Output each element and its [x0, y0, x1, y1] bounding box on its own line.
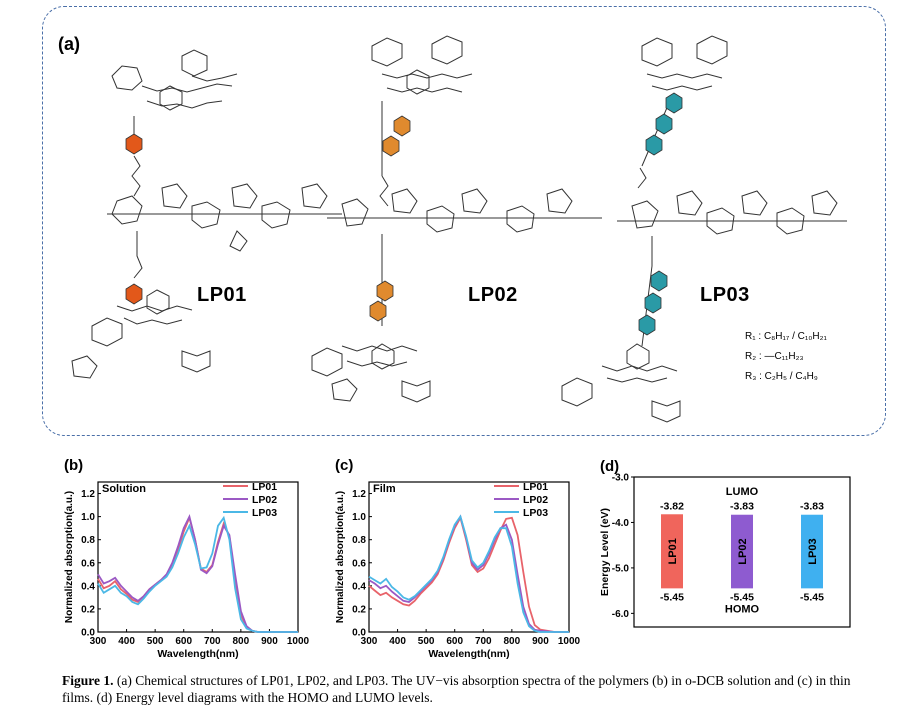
r1-row: R₁ : C₈H₁₇ / C₁₀H₂₁: [745, 331, 827, 342]
x-tick-label: 400: [389, 636, 406, 647]
label-lp03: LP03: [700, 284, 750, 306]
y-tick-label: 0.4: [81, 581, 95, 592]
lumo-value-lp03: -3.83: [800, 501, 824, 513]
figure-caption: Figure 1. (a) Chemical structures of LP0…: [62, 672, 862, 706]
y-tick-label: 0.8: [81, 535, 95, 546]
y-tick-label: -4.0: [612, 518, 630, 529]
legend-label-lp02: LP02: [523, 494, 548, 506]
label-lp02: LP02: [468, 284, 518, 306]
x-tick-label: 800: [233, 636, 250, 647]
y-tick-label: 0.6: [352, 558, 366, 569]
legend-label-lp02: LP02: [252, 494, 277, 506]
legend-label-lp01: LP01: [523, 481, 548, 493]
lp01-structure: [71, 49, 342, 379]
x-tick-label: 400: [118, 636, 135, 647]
series-line-lp01: [368, 515, 569, 633]
r2-row: R₂ : —C₁₁H₂₃: [745, 351, 804, 362]
y-tick-label: -3.0: [612, 473, 630, 484]
x-tick-label: 900: [532, 636, 549, 647]
legend-label-lp03: LP03: [252, 507, 277, 519]
y-axis-label: Normalized absorption(a.u.): [64, 491, 75, 623]
lp03-structure: [561, 35, 847, 423]
plot-frame: [368, 481, 570, 633]
series-line-lp01: [97, 514, 298, 633]
x-tick-label: 300: [361, 636, 378, 647]
homo-annotation: HOMO: [725, 603, 760, 615]
series-line-lp02: [368, 514, 569, 633]
y-tick-label: 1.2: [352, 489, 366, 500]
y-tick-label: 0.0: [81, 628, 95, 639]
y-axis-label: Normalized absorption(a.u.): [335, 491, 346, 623]
chemical-structures: [71, 35, 847, 423]
series-line-lp02: [97, 513, 298, 633]
y-tick-label: -5.0: [612, 563, 630, 574]
lumo-annotation: LUMO: [726, 486, 759, 498]
lumo-value-lp02: -3.83: [730, 501, 754, 513]
r3-row: R₃ : C₂H₅ / C₄H₉: [745, 371, 818, 382]
caption-text: (a) Chemical structures of LP01, LP02, a…: [62, 673, 851, 705]
panel-letter: (c): [335, 457, 353, 474]
plot-frame: [97, 481, 299, 633]
legend-label-lp03: LP03: [523, 507, 548, 519]
lp01-linker-rings: [125, 133, 143, 305]
chart-b-solution: (b) 300 400 500 600 700 800 900 1000 0.0 0.2 0.4 0.6…: [64, 457, 310, 660]
y-tick-label: 0.4: [352, 581, 366, 592]
bar-label-lp03: LP03: [807, 538, 819, 564]
y-tick-label: 0.6: [81, 558, 95, 569]
series-line-lp03: [368, 514, 569, 633]
energy-bar-lp01: [661, 514, 683, 589]
y-tick-label: 0.2: [81, 604, 95, 615]
panel-a-letter: (a): [58, 34, 80, 54]
r-group-legend: R₁ : C₈H₁₇ / C₁₀H₂₁ R₂ : —C₁₁H₂₃ R₃ : C₂…: [745, 330, 827, 384]
x-tick-label: 600: [446, 636, 463, 647]
x-tick-label: 600: [175, 636, 192, 647]
y-tick-label: 0.2: [352, 604, 366, 615]
y-tick-label: 1.2: [81, 489, 95, 500]
chart-c-film: (c) 300 400 500 600 700 800 900 1000 0.0 0.2 0.4 0.6…: [335, 457, 581, 660]
x-tick-label: 1000: [287, 636, 310, 647]
bar-label-lp02: LP02: [737, 538, 749, 564]
plot-frame: [633, 476, 851, 628]
x-axis-label: Wavelength(nm): [157, 648, 238, 660]
x-tick-label: 700: [204, 636, 221, 647]
x-tick-label: 500: [418, 636, 435, 647]
x-tick-label: 900: [261, 636, 278, 647]
y-axis-label: Energy Level (eV): [599, 508, 611, 596]
x-axis-label: Wavelength(nm): [428, 648, 509, 660]
x-tick-label: 700: [475, 636, 492, 647]
lp02-linker-rings: [369, 115, 411, 322]
y-tick-label: 0.0: [352, 628, 366, 639]
energy-bar-lp02: [731, 514, 753, 589]
chart-d-energy: (d)-3.0 -4.0 -5.0 -6.0 Energy Level (eV) LP01…: [599, 458, 851, 628]
lp03-linker-rings: [638, 92, 683, 336]
bar-label-lp01: LP01: [667, 538, 679, 564]
panel-letter: (b): [64, 457, 83, 474]
label-lp01: LP01: [197, 284, 247, 306]
x-tick-label: 300: [90, 636, 107, 647]
panel-letter: (d): [600, 458, 619, 475]
series-line-lp03: [97, 515, 298, 633]
caption-label: Figure 1.: [62, 673, 114, 688]
y-tick-label: 0.8: [352, 535, 366, 546]
lumo-value-lp01: -3.82: [660, 500, 684, 512]
chart-title: Solution: [102, 483, 146, 495]
lp02-structure: [311, 35, 602, 403]
homo-value-lp01: -5.45: [660, 591, 684, 603]
homo-value-lp02: -5.45: [730, 591, 754, 603]
x-tick-label: 1000: [558, 636, 581, 647]
x-tick-label: 800: [504, 636, 521, 647]
energy-bar-lp03: [801, 514, 823, 589]
legend-label-lp01: LP01: [252, 481, 277, 493]
y-tick-label: 1.0: [352, 512, 366, 523]
homo-value-lp03: -5.45: [800, 591, 824, 603]
y-tick-label: -6.0: [612, 609, 630, 620]
x-tick-label: 500: [147, 636, 164, 647]
y-tick-label: 1.0: [81, 512, 95, 523]
panel-a-frame: [42, 6, 886, 436]
chart-title: Film: [373, 483, 396, 495]
